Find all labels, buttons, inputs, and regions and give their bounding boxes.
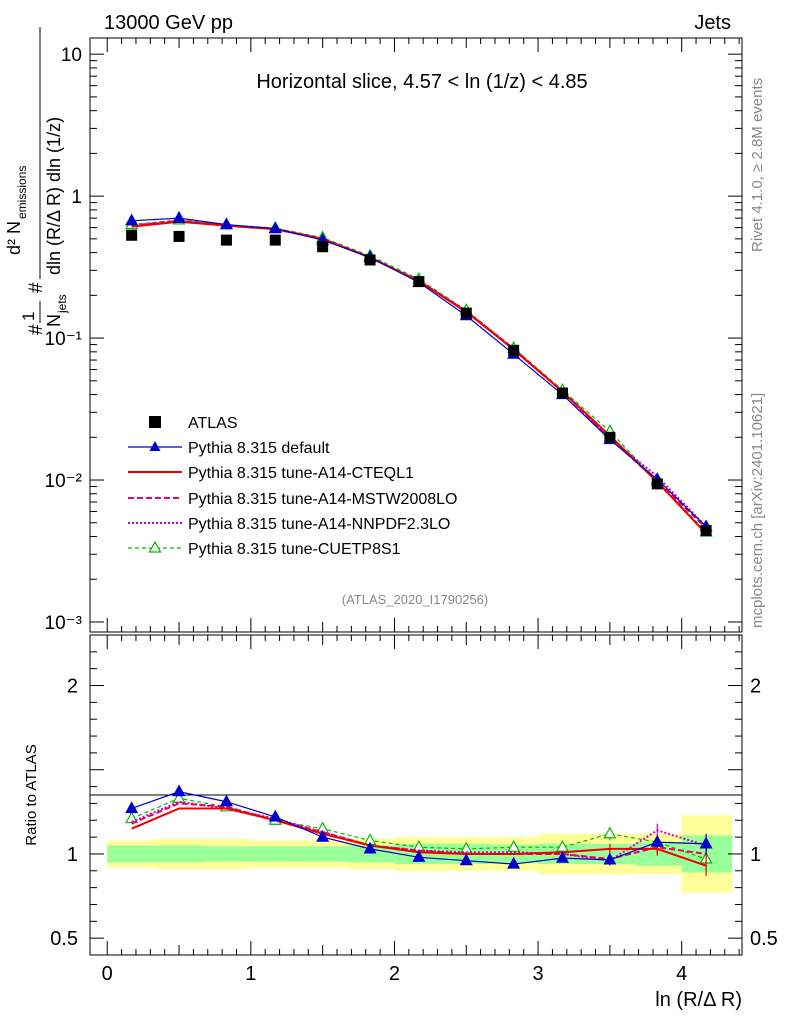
ratio-panel-frame bbox=[89, 634, 743, 956]
ratio-band-inner bbox=[203, 846, 251, 862]
main-y-axis-label: # 1 N jets # d² N emissions dln (R/Δ R) … bbox=[4, 27, 69, 335]
main-y-tick-label: 10⁻³ bbox=[45, 613, 83, 634]
legend-item-mstw: Pythia 8.315 tune-A14-MSTW2008LO bbox=[128, 491, 457, 508]
legend-item-atlas: ATLAS bbox=[149, 415, 238, 432]
ratio-y-tick-label: 0.5 bbox=[50, 928, 78, 950]
ratio-y-axis-label: Ratio to ATLAS bbox=[23, 744, 40, 845]
ratio-series-marker bbox=[268, 809, 282, 822]
atlas-data-point bbox=[556, 387, 568, 399]
legend-item-nnpdf: Pythia 8.315 tune-A14-NNPDF2.3LO bbox=[128, 516, 450, 533]
legend-item-cuetp8s1: Pythia 8.315 tune-CUETP8S1 bbox=[128, 540, 401, 558]
x-tick-label: 1 bbox=[245, 963, 256, 985]
ratio-band-inner bbox=[154, 845, 204, 863]
atlas-data-point bbox=[269, 234, 281, 246]
ratio-series-marker bbox=[603, 852, 617, 865]
ratio-series-marker bbox=[555, 850, 569, 863]
ratio-series-marker bbox=[219, 794, 233, 807]
legend: ATLAS Pythia 8.315 default Pythia 8.315 … bbox=[128, 415, 457, 558]
atlas-data-point bbox=[317, 241, 329, 253]
main-y-tick-label: 10⁻² bbox=[45, 471, 83, 492]
ratio-series-marker bbox=[459, 853, 473, 866]
atlas-data-point bbox=[173, 230, 185, 242]
x-tick-label: 3 bbox=[533, 963, 544, 985]
ratio-series-marker bbox=[172, 784, 186, 797]
ratio-series-marker bbox=[125, 801, 139, 814]
header-energy: 13000 GeV pp bbox=[104, 12, 233, 34]
ratio-series-marker bbox=[507, 856, 521, 869]
svg-text:Pythia 8.315 tune-A14-CTEQL1: Pythia 8.315 tune-A14-CTEQL1 bbox=[188, 465, 414, 482]
atlas-data-point bbox=[651, 478, 663, 490]
svg-text:ATLAS: ATLAS bbox=[188, 415, 238, 432]
atlas-data-point bbox=[700, 525, 712, 537]
ratio-y-tick-label: 1 bbox=[67, 844, 78, 866]
x-tick-label: 2 bbox=[389, 963, 400, 985]
svg-text:1: 1 bbox=[19, 312, 38, 321]
atlas-data-point bbox=[413, 276, 425, 288]
svg-text:Pythia 8.315 tune-CUETP8S1: Pythia 8.315 tune-CUETP8S1 bbox=[188, 541, 401, 558]
ratio-series-marker bbox=[412, 850, 426, 862]
ratio-series-marker bbox=[316, 829, 330, 842]
atlas-data-point bbox=[604, 431, 616, 443]
atlas-data-point bbox=[364, 254, 376, 266]
ratio-series-marker bbox=[603, 826, 617, 839]
ratio-y-tick-label: 2 bbox=[67, 676, 78, 698]
svg-text:jets: jets bbox=[55, 294, 69, 314]
svg-text:Pythia 8.315 tune-A14-MSTW2008: Pythia 8.315 tune-A14-MSTW2008LO bbox=[188, 491, 457, 508]
main-panel-ticks: 10 1 10⁻¹ 10⁻² 10⁻³ bbox=[45, 38, 742, 634]
atlas-data-point bbox=[126, 229, 138, 241]
atlas-data-point bbox=[460, 307, 472, 319]
main-series-marker bbox=[268, 221, 282, 234]
ratio-panel-series bbox=[125, 784, 713, 876]
svg-text:Pythia 8.315 tune-A14-NNPDF2.3: Pythia 8.315 tune-A14-NNPDF2.3LO bbox=[188, 516, 450, 533]
ratio-y-tick-label-right: 2 bbox=[750, 676, 761, 698]
ratio-y-tick-label-right: 0.5 bbox=[750, 928, 778, 950]
main-series-line bbox=[131, 220, 707, 535]
ratio-series-marker bbox=[699, 836, 713, 849]
ratio-series-marker bbox=[363, 841, 377, 854]
header-category: Jets bbox=[694, 12, 731, 34]
main-panel-atlas-data bbox=[126, 229, 712, 537]
x-tick-label: 4 bbox=[676, 963, 687, 985]
atlas-data-point bbox=[220, 234, 232, 246]
svg-text:#: # bbox=[26, 282, 47, 293]
ratio-band-inner bbox=[107, 845, 155, 863]
ratio-panel-ticks: 2 2 1 1 0.5 0.5 0 1 2 3 4 bbox=[50, 634, 778, 985]
ratio-band-inner bbox=[250, 846, 299, 862]
svg-text:Pythia 8.315 default: Pythia 8.315 default bbox=[188, 440, 330, 457]
main-y-tick-label: 1 bbox=[71, 187, 82, 208]
svg-text:#: # bbox=[26, 324, 47, 335]
ratio-series-marker bbox=[172, 791, 186, 803]
atlas-data-point bbox=[508, 344, 520, 356]
svg-text:d² N: d² N bbox=[4, 221, 24, 255]
main-series-line bbox=[131, 219, 707, 533]
mcplots-label: mcplots.cern.ch [arXiv:2401.10621] bbox=[749, 393, 766, 628]
svg-text:emissions: emissions bbox=[15, 166, 29, 219]
x-axis-label: ln (R/Δ R) bbox=[655, 989, 742, 1011]
main-y-tick-label: 10⁻¹ bbox=[45, 329, 83, 350]
ratio-y-tick-label-right: 1 bbox=[750, 844, 761, 866]
main-series-marker bbox=[125, 213, 139, 226]
rivet-version-label: Rivet 4.1.0, ≥ 2.8M events bbox=[749, 78, 766, 252]
main-y-tick-label: 10 bbox=[61, 45, 82, 66]
ratio-band-inner bbox=[347, 845, 395, 863]
main-panel-frame bbox=[89, 37, 743, 633]
legend-item-cteql1: Pythia 8.315 tune-A14-CTEQL1 bbox=[128, 465, 414, 482]
ratio-series-marker bbox=[650, 834, 664, 847]
svg-text:dln (R/Δ R) dln (1/z): dln (R/Δ R) dln (1/z) bbox=[44, 117, 64, 275]
ratio-band-inner bbox=[298, 846, 348, 862]
main-series-marker bbox=[172, 210, 186, 223]
plot-title: Horizontal slice, 4.57 < ln (1/z) < 4.85 bbox=[256, 71, 587, 93]
legend-item-default: Pythia 8.315 default bbox=[128, 440, 330, 457]
ratio-series-marker bbox=[507, 839, 521, 852]
x-tick-label: 0 bbox=[102, 963, 113, 985]
analysis-id: (ATLAS_2020_I1790256) bbox=[342, 592, 488, 607]
svg-text:N: N bbox=[44, 314, 64, 327]
main-series-marker bbox=[219, 217, 233, 230]
main-panel-series bbox=[125, 210, 713, 537]
